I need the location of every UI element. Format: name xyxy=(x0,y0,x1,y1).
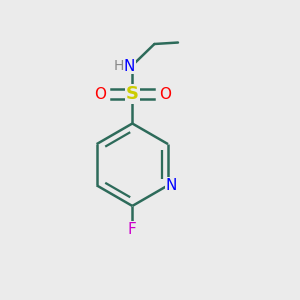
Text: N: N xyxy=(124,58,135,74)
Text: O: O xyxy=(94,87,106,102)
Text: S: S xyxy=(126,85,139,103)
Text: O: O xyxy=(159,87,171,102)
Text: N: N xyxy=(165,178,177,193)
Text: F: F xyxy=(128,222,137,237)
Text: H: H xyxy=(114,59,124,73)
